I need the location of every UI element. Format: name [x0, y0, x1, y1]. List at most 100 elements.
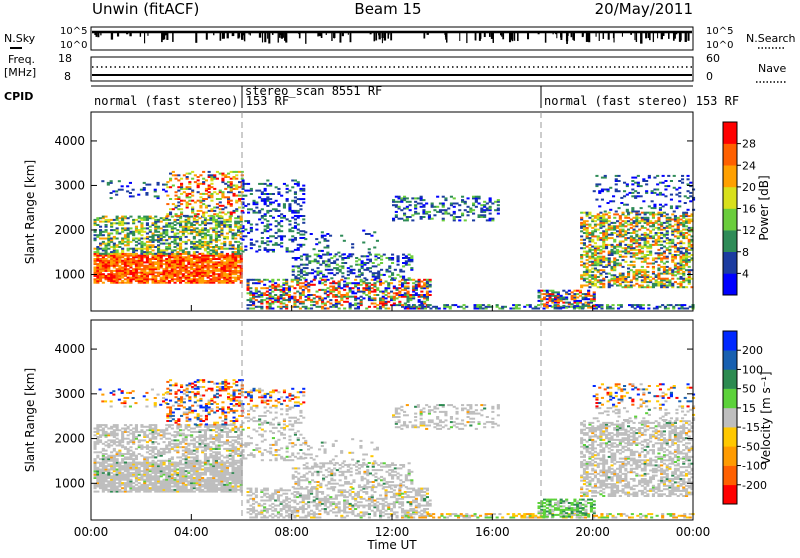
- heatmap-cell: [94, 255, 97, 257]
- heatmap-cell: [413, 308, 416, 310]
- heatmap-cell: [294, 237, 297, 239]
- heatmap-cell: [406, 206, 409, 208]
- heatmap-cell: [174, 221, 177, 223]
- heatmap-cell: [282, 306, 285, 308]
- heatmap-cell: [335, 287, 338, 289]
- heatmap-cell: [330, 269, 333, 271]
- heatmap-cell: [546, 298, 549, 300]
- heatmap-cell: [682, 264, 685, 266]
- heatmap-cell: [682, 242, 685, 244]
- heatmap-cell: [618, 207, 621, 209]
- heatmap-cell: [454, 304, 457, 306]
- heatmap-cell: [409, 216, 412, 218]
- heatmap-cell: [680, 251, 683, 253]
- heatmap-cell: [113, 229, 116, 231]
- heatmap-cell: [127, 227, 130, 229]
- heatmap-cell: [324, 235, 327, 237]
- heatmap-cell: [580, 222, 583, 224]
- heatmap-cell: [207, 243, 210, 245]
- heatmap-cell: [135, 248, 138, 250]
- heatmap-cell: [198, 256, 201, 258]
- heatmap-cell: [163, 243, 166, 245]
- heatmap-cell: [354, 296, 357, 298]
- heatmap-cell: [247, 220, 250, 222]
- heatmap-cell: [483, 201, 486, 203]
- heatmap-cell: [660, 244, 663, 246]
- heatmap-cell: [667, 185, 670, 187]
- heatmap-cell: [436, 206, 439, 208]
- heatmap-cell: [371, 284, 374, 286]
- heatmap-cell: [681, 182, 684, 184]
- heatmap-cell: [453, 216, 456, 218]
- heatmap-cell: [355, 257, 358, 259]
- heatmap-cell: [258, 291, 261, 293]
- heatmap-cell: [187, 226, 190, 228]
- heatmap-cell: [208, 191, 211, 193]
- heatmap-cell: [599, 237, 602, 239]
- heatmap-cell: [237, 216, 240, 218]
- heatmap-cell: [608, 229, 611, 231]
- heatmap-cell: [207, 280, 210, 282]
- heatmap-cell: [360, 279, 363, 281]
- heatmap-cell: [266, 301, 269, 303]
- heatmap-cell: [633, 220, 636, 222]
- heatmap-cell: [157, 197, 160, 199]
- heatmap-cell: [199, 200, 202, 202]
- heatmap-cell: [154, 195, 157, 197]
- heatmap-cell: [619, 215, 622, 217]
- heatmap-cell: [685, 219, 688, 221]
- heatmap-cell: [635, 230, 638, 232]
- heatmap-cell: [326, 245, 329, 247]
- heatmap-cell: [172, 185, 175, 187]
- heatmap-cell: [187, 251, 190, 253]
- heatmap-cell: [237, 244, 240, 246]
- heatmap-cell: [460, 306, 463, 308]
- heatmap-cell: [646, 217, 649, 219]
- heatmap-cell: [616, 213, 619, 215]
- heatmap-cell: [670, 199, 673, 201]
- heatmap-cell: [193, 236, 196, 238]
- heatmap-cell: [608, 273, 611, 275]
- heatmap-cell: [201, 221, 204, 223]
- heatmap-cell: [183, 191, 186, 193]
- heatmap-cell: [446, 304, 449, 306]
- heatmap-cell: [174, 253, 177, 255]
- heatmap-cell: [594, 220, 597, 222]
- heatmap-cell: [328, 269, 331, 271]
- heatmap-cell: [641, 246, 644, 248]
- heatmap-cell: [264, 213, 267, 215]
- heatmap-cell: [165, 190, 168, 192]
- heatmap-cell: [586, 212, 589, 214]
- heatmap-cell: [349, 296, 352, 298]
- heatmap-cell: [306, 272, 309, 274]
- heatmap-cell: [680, 219, 683, 221]
- heatmap-cell: [562, 297, 565, 299]
- heatmap-cell: [386, 257, 389, 259]
- heatmap-cell: [121, 185, 124, 187]
- heatmap-cell: [594, 251, 597, 253]
- heatmap-cell: [249, 304, 252, 306]
- heatmap-cell: [105, 258, 108, 260]
- heatmap-cell: [368, 248, 371, 250]
- heatmap-cell: [586, 281, 589, 283]
- heatmap-cell: [604, 177, 607, 179]
- heatmap-cell: [657, 244, 660, 246]
- heatmap-cell: [99, 258, 102, 260]
- heatmap-cell: [234, 238, 237, 240]
- heatmap-cell: [255, 240, 258, 242]
- heatmap-cell: [157, 226, 160, 228]
- heatmap-cell: [266, 297, 269, 299]
- heatmap-cell: [617, 308, 620, 310]
- heatmap-cell: [573, 290, 576, 292]
- heatmap-cell: [588, 244, 591, 246]
- heatmap-cell: [666, 256, 669, 258]
- heatmap-cell: [212, 221, 215, 223]
- heatmap-cell: [205, 212, 208, 214]
- heatmap-cell: [683, 304, 686, 306]
- heatmap-cell: [662, 194, 665, 196]
- heatmap-cell: [310, 304, 313, 306]
- heatmap-cell: [99, 221, 102, 223]
- heatmap-cell: [655, 220, 658, 222]
- heatmap-cell: [674, 235, 677, 237]
- heatmap-cell: [398, 301, 401, 303]
